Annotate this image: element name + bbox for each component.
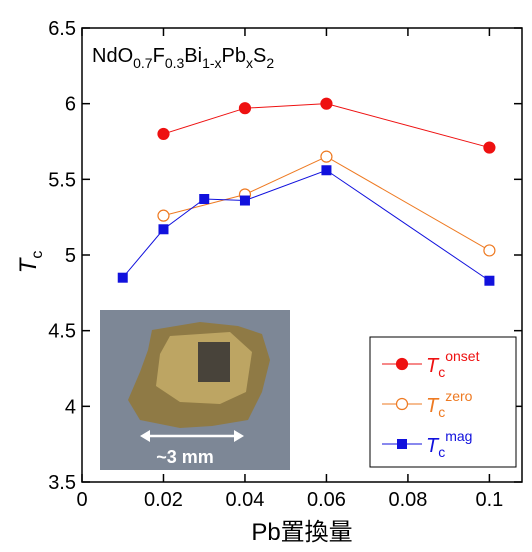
inset-photo: ~3 mm: [100, 310, 290, 470]
y-axis-label: Tc: [15, 251, 46, 274]
y-tick-label: 6: [65, 94, 76, 116]
annotation: NdO0.7F0.3Bi1-xPbxS2: [92, 45, 274, 71]
annotation-sub: 1-x: [202, 55, 221, 71]
marker: [158, 210, 169, 221]
marker: [397, 439, 407, 449]
marker: [397, 359, 408, 370]
marker: [484, 276, 494, 286]
annotation-text: Bi: [184, 45, 202, 67]
marker: [484, 142, 495, 153]
series-line: [123, 170, 490, 280]
marker: [199, 194, 209, 204]
marker: [158, 128, 169, 139]
y-tick-label: 4.5: [48, 321, 76, 343]
marker: [321, 98, 332, 109]
annotation-text: F: [153, 45, 165, 67]
legend-label-sup: mag: [445, 428, 472, 444]
series-line: [163, 104, 489, 148]
marker: [158, 224, 168, 234]
x-tick-label: 0.04: [225, 489, 264, 511]
x-tick-label: 0.1: [476, 489, 504, 511]
marker: [397, 399, 408, 410]
annotation-sub: 2: [266, 55, 274, 71]
annotation-text: S: [253, 45, 266, 67]
y-tick-label: 3.5: [48, 472, 76, 494]
x-tick-label: 0.08: [388, 489, 427, 511]
y-tick-label: 5.5: [48, 169, 76, 191]
legend-label-sub: c: [438, 444, 445, 460]
inset-label: ~3 mm: [156, 447, 214, 467]
marker: [240, 196, 250, 206]
marker: [484, 245, 495, 256]
annotation-sub: x: [246, 55, 253, 71]
annotation-text: Pb: [222, 45, 246, 67]
legend-label-sup: zero: [445, 388, 472, 404]
annotation-sub: 0.3: [165, 55, 185, 71]
x-tick-label: 0.06: [307, 489, 346, 511]
marker: [321, 151, 332, 162]
legend-label-sub: c: [438, 404, 445, 420]
x-tick-label: 0: [76, 489, 87, 511]
chart: ~3 mm 0 0.02 0.04 0.06 0.08 0.1 3.5 4 4.5 5 5.5 6 6.…: [0, 0, 532, 552]
crystal-shadow: [198, 342, 230, 382]
y-tick-label: 6.5: [48, 18, 76, 40]
marker: [321, 165, 331, 175]
annotation-sub: 0.7: [133, 55, 153, 71]
marker: [118, 273, 128, 283]
y-tick-label: 5: [65, 245, 76, 267]
legend-label-sup: onset: [445, 348, 479, 364]
annotation-text: NdO: [92, 45, 133, 67]
x-axis-label: Pb置換量: [251, 519, 352, 546]
y-axis-label-sub: c: [29, 251, 46, 259]
marker: [239, 103, 250, 114]
legend-label-sub: c: [438, 364, 445, 380]
x-tick-label: 0.02: [144, 489, 183, 511]
y-tick-label: 4: [65, 396, 76, 418]
